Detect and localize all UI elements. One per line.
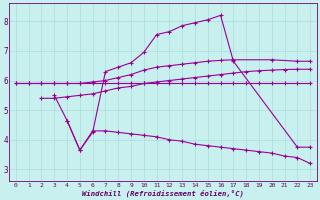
- X-axis label: Windchill (Refroidissement éolien,°C): Windchill (Refroidissement éolien,°C): [82, 189, 244, 197]
